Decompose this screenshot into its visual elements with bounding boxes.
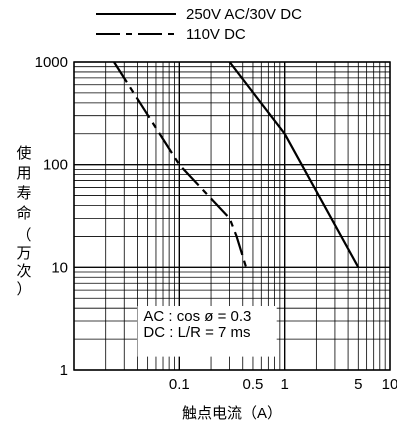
y-axis-label-char: ） — [16, 281, 31, 298]
series-line-solid — [228, 61, 360, 268]
x-tick-label: 0.5 — [243, 376, 264, 393]
y-axis-label-char: 使 — [16, 145, 31, 162]
y-axis-label-char: （ — [16, 227, 31, 244]
x-tick-label: 0.1 — [169, 376, 190, 393]
legend-label-dashdot: 110V DC — [186, 26, 246, 43]
y-tick-label: 1000 — [35, 54, 68, 71]
y-axis-label-char: 寿 — [16, 185, 31, 202]
x-tick-label: 1 — [280, 376, 288, 393]
y-tick-label: 100 — [43, 157, 68, 174]
x-tick-labels: 0.1 0.5 1 5 10 — [169, 376, 397, 393]
x-tick-label: 5 — [354, 376, 362, 393]
y-axis-label-char: 命 — [16, 204, 31, 222]
annotation-line-2: DC : L/R = 7 ms — [143, 324, 250, 341]
series-lines — [113, 61, 360, 268]
legend: 250V AC/30V DC 110V DC — [96, 6, 302, 43]
y-axis-label-char: 用 — [16, 165, 31, 182]
y-tick-label: 1 — [60, 362, 68, 379]
y-tick-label: 10 — [51, 259, 68, 276]
annotation-box: AC : cos ø = 0.3 DC : L/R = 7 ms — [137, 306, 277, 357]
annotation-line-1: AC : cos ø = 0.3 — [143, 308, 251, 325]
y-axis-label-char: 次 — [16, 263, 31, 280]
y-tick-labels: 1000 100 10 1 — [35, 54, 68, 379]
annotation-background — [137, 306, 277, 357]
y-axis-label-char: 万 — [16, 245, 31, 262]
x-axis-label: 触点电流（A） — [182, 405, 282, 422]
plot-frame — [73, 61, 391, 371]
legend-label-solid: 250V AC/30V DC — [186, 6, 302, 23]
series-line-dashdot — [113, 61, 248, 268]
x-tick-label: 10 — [382, 376, 397, 393]
